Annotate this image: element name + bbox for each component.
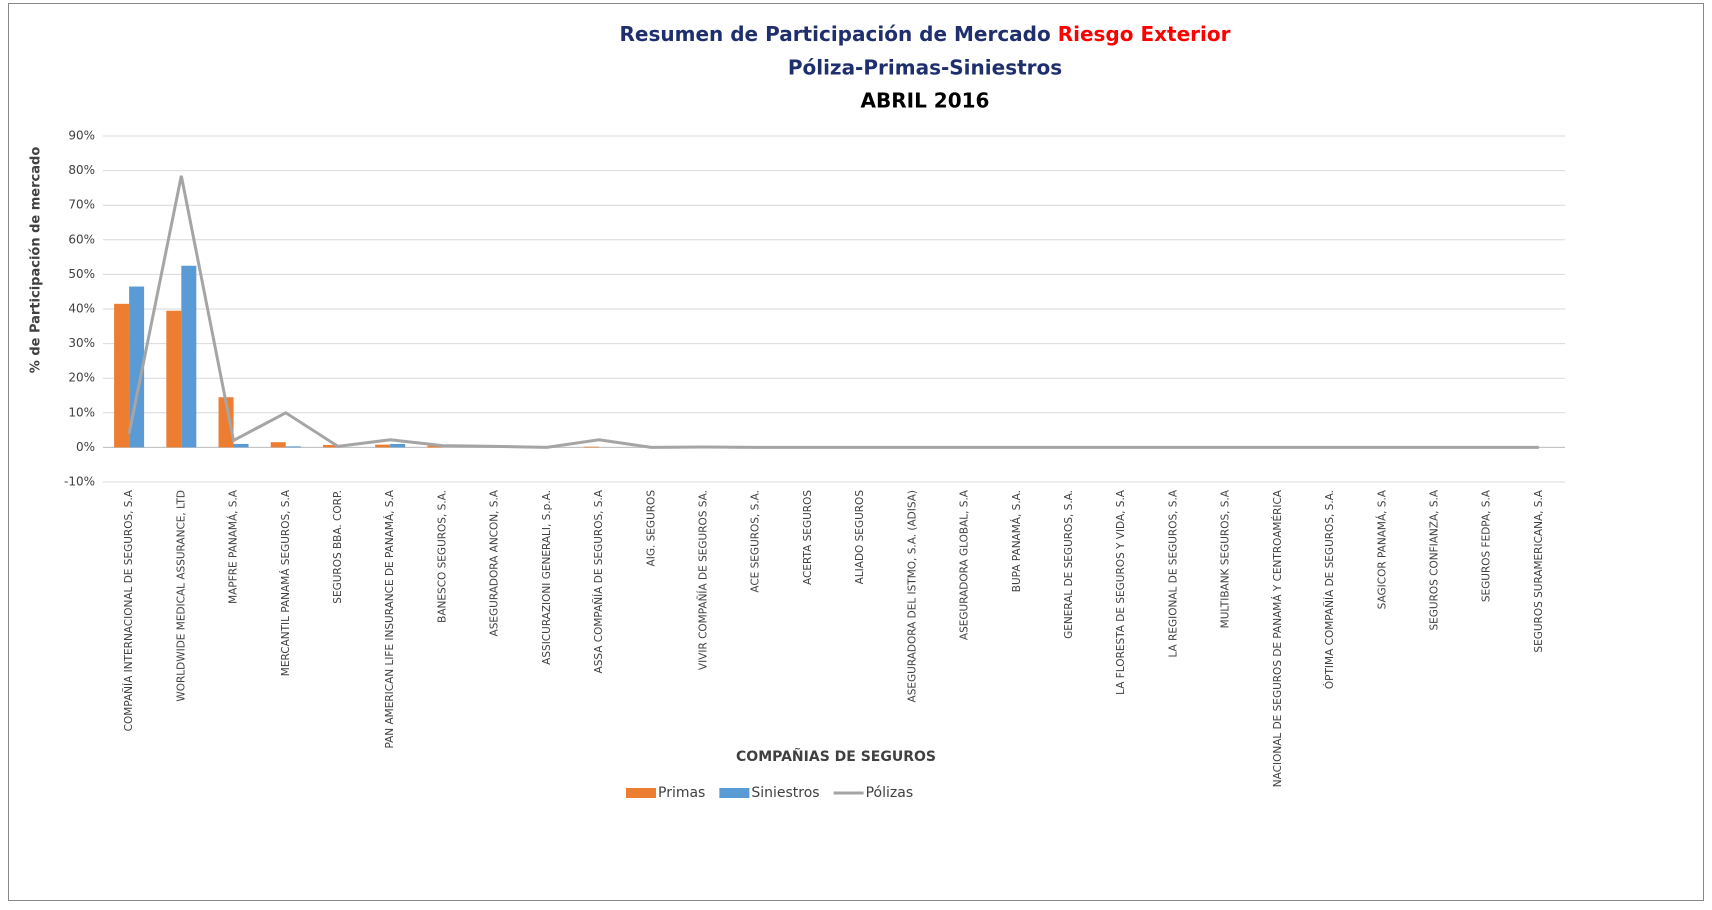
bar: [322, 444, 338, 448]
y-tick-label: 50%: [68, 267, 95, 281]
title-main: Resumen de Participación de Mercado: [620, 22, 1051, 46]
x-tick-label: COMPAÑÍA INTERNACIONAL DE SEGUROS, S.A: [122, 489, 135, 731]
x-tick-label: ALIADO SEGUROS: [854, 490, 866, 585]
chart-title: Resumen de Participación de Mercado Ries…: [620, 22, 1231, 46]
bar: [181, 265, 197, 448]
x-tick-label: ASEGURADORA DEL ISTMO, S.A. (ADISA): [906, 490, 918, 702]
x-tick-label: ASSICURAZIONI GENERALI, S.p.A.: [541, 490, 553, 665]
chart-subtitle: Póliza-Primas-Siniestros: [788, 56, 1062, 80]
x-tick-label: ACE SEGUROS, S.A.: [750, 490, 762, 593]
bar: [584, 446, 600, 448]
x-tick-label: PAN AMERICAN LIFE INSURANCE DE PANAMÁ, S…: [383, 489, 396, 748]
y-tick-label: 70%: [68, 198, 95, 212]
x-tick-label: MULTIBANK SEGUROS, S.A: [1220, 489, 1232, 628]
x-tick-label: WORLDWIDE MEDICAL ASSURANCE, LTD: [175, 490, 187, 702]
x-tick-label: SEGUROS SURAMERICANA, S.A: [1533, 489, 1545, 652]
line: [127, 175, 1539, 449]
x-tick-label: VIVIR COMPAÑÍA DE SEGUROS SA.: [696, 490, 709, 670]
bar: [129, 286, 145, 448]
chart-border: [8, 3, 1704, 901]
x-tick-label: MAPFRE PANAMÁ, S.A: [227, 489, 240, 604]
x-tick-label: ASEGURADORA GLOBAL, S.A: [959, 489, 971, 640]
x-tick-label: ASSA COMPAÑÍA DE SEGUROS, S.A: [592, 489, 605, 673]
x-tick-label: ACERTA SEGUROS: [802, 490, 814, 585]
legend-label: Siniestros: [751, 785, 819, 801]
legend-swatch: [626, 788, 656, 798]
x-tick-label: AIG. SEGUROS: [645, 490, 657, 567]
bar: [166, 310, 182, 448]
chart-period: ABRIL 2016: [861, 89, 990, 113]
y-tick-label: 80%: [68, 163, 95, 177]
y-axis-title: % de Participación de mercado: [29, 147, 44, 374]
y-tick-label: 10%: [68, 405, 95, 419]
bar: [427, 445, 443, 448]
bar: [390, 443, 406, 448]
x-tick-label: SEGUROS FEDPA, S.A: [1481, 489, 1493, 602]
y-tick-label: 40%: [68, 302, 95, 316]
x-tick-label: BUPA PANAMÁ, S.A.: [1010, 490, 1023, 592]
bar: [270, 442, 286, 448]
x-tick-label: SEGUROS CONFIANZA, S.A: [1428, 489, 1440, 630]
bar: [114, 303, 130, 448]
x-tick-label: BANESCO SEGUROS, S.A.: [436, 490, 448, 623]
x-tick-label: SAGICOR PANAMÁ, S.A: [1375, 489, 1388, 609]
x-axis-title: COMPAÑIAS DE SEGUROS: [736, 748, 936, 765]
x-tick-label: MERCANTIL PANAMÁ SEGUROS, S.A: [279, 489, 292, 676]
y-tick-label: 90%: [68, 129, 95, 143]
x-tick-label: ÓPTIMA COMPAÑÍA DE SEGUROS, S.A.: [1323, 490, 1336, 689]
legend-label: Primas: [658, 785, 705, 801]
x-tick-label: SEGUROS BBA. CORP.: [332, 490, 344, 604]
y-tick-label: 30%: [68, 336, 95, 350]
x-tick-label: ASEGURADORA ANCON, S.A: [489, 489, 501, 636]
x-tick-label: LA REGIONAL DE SEGUROS, S.A: [1167, 489, 1179, 657]
bar: [375, 444, 391, 448]
legend-label: Pólizas: [866, 785, 914, 801]
x-tick-label: NACIONAL DE SEGUROS DE PANAMÁ Y CENTROAM…: [1271, 489, 1284, 787]
title-highlight: Riesgo Exterior: [1058, 22, 1231, 46]
y-tick-label: 60%: [68, 232, 95, 246]
y-tick-label: 0%: [76, 440, 95, 454]
y-tick-label: 20%: [68, 371, 95, 385]
bar: [285, 446, 301, 448]
x-tick-label: LA FLORESTA DE SEGUROS Y VIDA, S.A: [1115, 489, 1127, 695]
legend-swatch: [719, 788, 750, 798]
x-tick-label: GENERAL DE SEGUROS, S.A.: [1063, 490, 1075, 639]
bar: [233, 443, 249, 448]
y-tick-label: -10%: [64, 475, 95, 489]
bar: [218, 397, 234, 448]
